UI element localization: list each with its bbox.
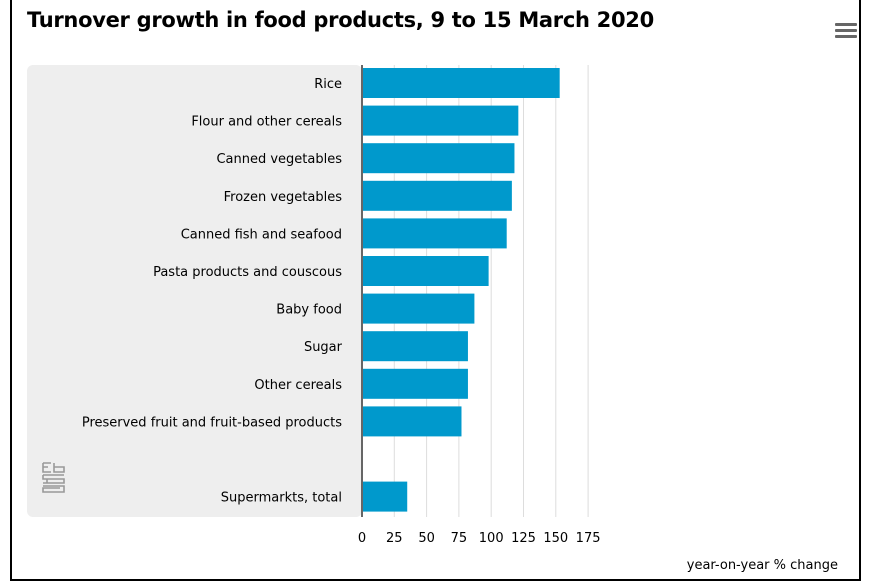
category-label: Canned vegetables bbox=[216, 152, 342, 167]
bar[interactable] bbox=[362, 105, 519, 136]
category-label: Rice bbox=[314, 77, 342, 92]
menu-line bbox=[835, 29, 857, 32]
category-label: Sugar bbox=[304, 340, 343, 355]
bar[interactable] bbox=[362, 68, 560, 98]
x-tick-label: 150 bbox=[543, 531, 568, 546]
x-tick-label: 50 bbox=[418, 531, 435, 546]
bar[interactable] bbox=[362, 180, 512, 211]
bar[interactable] bbox=[362, 368, 468, 399]
category-label: Frozen vegetables bbox=[224, 190, 343, 205]
bar[interactable] bbox=[362, 293, 475, 324]
menu-line bbox=[835, 23, 857, 26]
menu-line bbox=[835, 35, 857, 38]
chart-title: Turnover growth in food products, 9 to 1… bbox=[27, 8, 654, 32]
tick-labels: 0 25 50 75 100 125 150 175 bbox=[358, 531, 601, 546]
category-label: Other cereals bbox=[254, 378, 342, 393]
hamburger-menu-icon[interactable] bbox=[835, 23, 857, 41]
x-tick-label: 75 bbox=[451, 531, 468, 546]
category-label: Pasta products and couscous bbox=[153, 265, 342, 280]
x-tick-label: 100 bbox=[479, 531, 504, 546]
x-tick-label: 175 bbox=[576, 531, 601, 546]
category-label: Supermarkts, total bbox=[221, 491, 342, 506]
gridlines bbox=[393, 65, 589, 517]
category-panel bbox=[27, 65, 362, 517]
x-tick-label: 125 bbox=[511, 531, 536, 546]
bar[interactable] bbox=[362, 406, 462, 437]
category-labels: Rice Flour and other cereals Canned vegeta… bbox=[82, 77, 343, 506]
category-label: Canned fish and seafood bbox=[181, 227, 342, 242]
category-label: Baby food bbox=[276, 303, 342, 318]
x-axis-label: year-on-year % change bbox=[687, 558, 838, 573]
x-tick-label: 25 bbox=[386, 531, 403, 546]
category-label: Flour and other cereals bbox=[191, 115, 342, 130]
bar[interactable] bbox=[362, 331, 468, 362]
bar[interactable] bbox=[362, 218, 507, 249]
bar[interactable] bbox=[362, 481, 408, 512]
cbs-logo bbox=[42, 462, 65, 493]
x-tick-label: 0 bbox=[358, 531, 366, 546]
bar[interactable] bbox=[362, 143, 515, 174]
bar[interactable] bbox=[362, 256, 489, 286]
category-label: Preserved fruit and fruit-based products bbox=[82, 415, 342, 430]
bars bbox=[362, 68, 560, 512]
